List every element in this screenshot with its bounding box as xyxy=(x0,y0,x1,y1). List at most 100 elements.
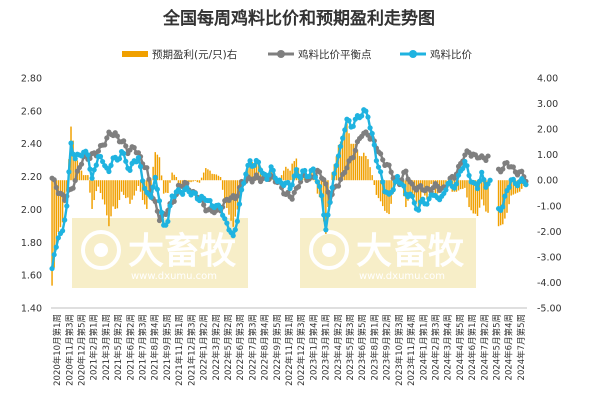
ratio-point xyxy=(500,204,506,210)
ratio-point xyxy=(325,212,331,218)
profit-bar xyxy=(173,174,175,181)
ratio-point xyxy=(156,198,163,204)
profit-bar xyxy=(255,163,258,181)
profit-bar xyxy=(156,154,159,181)
ratio-point xyxy=(100,158,106,165)
profit-bar xyxy=(219,177,222,181)
profit-bar xyxy=(249,159,251,181)
profit-bar xyxy=(108,180,110,227)
profit-bar xyxy=(428,180,430,192)
x-tick-label: 2021年11月第1周 xyxy=(174,314,185,386)
profit-bar xyxy=(280,175,283,181)
x-tick-label: 2023年11月第4周 xyxy=(406,314,417,386)
ratio-point xyxy=(310,166,316,172)
profit-bar xyxy=(205,168,207,181)
chart-title: 全国每周鸡料比价和预期盈利走势图 xyxy=(162,8,435,29)
profit-bar xyxy=(59,180,62,228)
profit-bar xyxy=(202,172,205,181)
profit-bar xyxy=(325,180,327,234)
profit-bar xyxy=(97,180,100,187)
y-axis-right: 4.00 3.00 2.00 1.00 0.00 -1.00 -2.00 -3.00 -4.00… xyxy=(537,74,562,315)
ratio-point xyxy=(133,159,139,165)
ratio-point xyxy=(371,142,377,148)
y-left-tick-label: 2.40 xyxy=(21,139,42,150)
ratio-point xyxy=(49,265,55,272)
ratio-point xyxy=(108,162,114,168)
ratio-point xyxy=(68,140,74,146)
ratio-point xyxy=(380,179,386,185)
profit-bar xyxy=(80,170,83,181)
ratio-point xyxy=(232,227,238,233)
profit-bar xyxy=(55,180,57,250)
balance-point xyxy=(72,177,78,184)
y-right-tick-label: -3.00 xyxy=(537,252,562,263)
profit-bar xyxy=(87,175,89,181)
ratio-point xyxy=(97,153,104,160)
ratio-point xyxy=(165,218,171,225)
ratio-point xyxy=(420,196,426,202)
x-tick-label: 2022年5月第2周 xyxy=(223,314,234,380)
ratio-point xyxy=(365,114,371,120)
profit-bar xyxy=(192,180,194,182)
profit-bar xyxy=(339,141,342,181)
profit-bar xyxy=(283,170,285,181)
ratio-point xyxy=(152,174,158,181)
balance-point xyxy=(500,166,506,172)
balance-point xyxy=(297,179,304,185)
profit-bar xyxy=(287,168,289,181)
legend-profit-label: 预期盈利(元/只)右 xyxy=(152,48,237,61)
profit-bar xyxy=(369,167,371,181)
ratio-point xyxy=(241,180,247,186)
profit-bar xyxy=(289,170,291,181)
balance-point xyxy=(321,177,327,183)
profit-bar xyxy=(232,180,234,227)
ratio-point xyxy=(217,205,224,211)
ratio-point xyxy=(487,177,493,183)
ratio-point xyxy=(350,123,356,129)
profit-bar xyxy=(99,180,102,193)
profit-bar xyxy=(468,180,470,208)
ratio-point xyxy=(53,244,59,250)
profit-bar xyxy=(167,180,169,193)
ratio-point xyxy=(314,179,321,185)
x-tick-label: 2021年2月第1周 xyxy=(89,314,100,380)
ratio-point xyxy=(55,235,61,241)
ratio-point xyxy=(373,158,380,164)
profit-bar xyxy=(409,180,411,195)
x-tick-label: 2024年6月第1周 xyxy=(467,314,478,380)
ratio-point xyxy=(207,197,213,204)
profit-bar xyxy=(375,180,378,195)
ratio-point xyxy=(142,185,148,191)
ratio-point xyxy=(321,212,327,218)
ratio-point xyxy=(59,228,66,234)
x-axis: 2020年10月第1周 2020年11月第3周 2020年12月第5周 2021年2月… xyxy=(51,307,527,386)
ratio-point xyxy=(443,187,449,193)
ratio-point xyxy=(72,156,78,162)
balance-point xyxy=(154,208,160,214)
x-tick-label: 2023年8月第1周 xyxy=(369,314,380,380)
profit-bar xyxy=(213,174,215,181)
profit-bar xyxy=(209,170,211,181)
balance-point xyxy=(344,165,350,171)
balance-point xyxy=(156,217,163,224)
y-left-tick-label: 1.60 xyxy=(21,271,42,282)
balance-point xyxy=(102,142,108,148)
balance-point xyxy=(114,133,120,139)
legend-balance-marker xyxy=(277,50,285,58)
ratio-point xyxy=(451,185,457,191)
balance-point xyxy=(378,151,384,157)
profit-bar xyxy=(211,173,213,181)
profit-bar xyxy=(487,180,489,213)
y-axis-left: 1.40 1.60 1.80 2.00 2.20 2.40 2.60 2.80 xyxy=(21,74,42,315)
ratio-point xyxy=(333,162,339,169)
y-right-tick-label: -1.00 xyxy=(537,201,562,212)
profit-bar xyxy=(127,180,129,198)
profit-bar xyxy=(497,180,500,227)
profit-bar xyxy=(476,180,479,216)
ratio-point xyxy=(302,167,308,174)
x-tick-label: 2021年3月第1周 xyxy=(101,314,112,380)
x-tick-label: 2021年9月第5周 xyxy=(162,314,173,380)
ratio-point xyxy=(514,183,521,189)
ratio-point xyxy=(224,220,230,226)
profit-bar xyxy=(95,180,98,192)
